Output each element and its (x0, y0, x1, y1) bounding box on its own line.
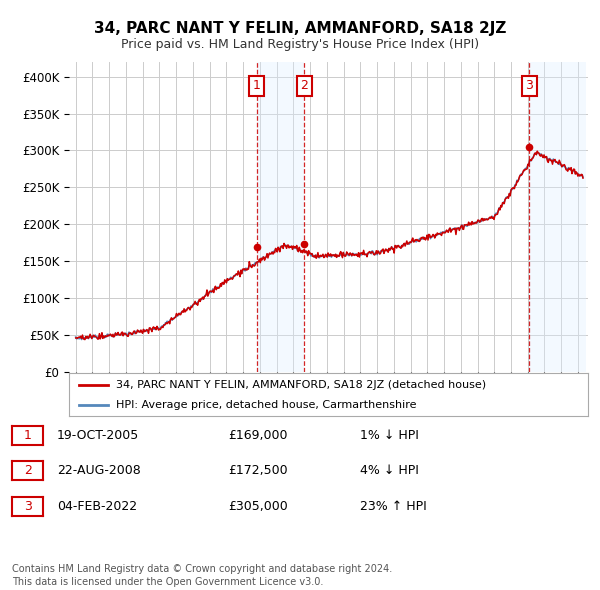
Text: 3: 3 (525, 79, 533, 92)
Text: £172,500: £172,500 (228, 464, 287, 477)
Text: 19-OCT-2005: 19-OCT-2005 (57, 429, 139, 442)
Text: 1: 1 (253, 79, 260, 92)
Text: £169,000: £169,000 (228, 429, 287, 442)
Text: Price paid vs. HM Land Registry's House Price Index (HPI): Price paid vs. HM Land Registry's House … (121, 38, 479, 51)
Text: 34, PARC NANT Y FELIN, AMMANFORD, SA18 2JZ: 34, PARC NANT Y FELIN, AMMANFORD, SA18 2… (94, 21, 506, 35)
Text: 2: 2 (23, 464, 32, 477)
Text: 4% ↓ HPI: 4% ↓ HPI (360, 464, 419, 477)
Text: Contains HM Land Registry data © Crown copyright and database right 2024.
This d: Contains HM Land Registry data © Crown c… (12, 564, 392, 587)
Text: 34, PARC NANT Y FELIN, AMMANFORD, SA18 2JZ (detached house): 34, PARC NANT Y FELIN, AMMANFORD, SA18 2… (116, 381, 486, 391)
Text: HPI: Average price, detached house, Carmarthenshire: HPI: Average price, detached house, Carm… (116, 401, 416, 410)
Text: 1: 1 (23, 429, 32, 442)
Bar (257, 62, 304, 372)
Text: 23% ↑ HPI: 23% ↑ HPI (360, 500, 427, 513)
Bar (529, 62, 586, 372)
Text: 3: 3 (23, 500, 32, 513)
Text: 22-AUG-2008: 22-AUG-2008 (57, 464, 141, 477)
Text: 04-FEB-2022: 04-FEB-2022 (57, 500, 137, 513)
Text: 1% ↓ HPI: 1% ↓ HPI (360, 429, 419, 442)
Text: £305,000: £305,000 (228, 500, 288, 513)
Text: 2: 2 (300, 79, 308, 92)
